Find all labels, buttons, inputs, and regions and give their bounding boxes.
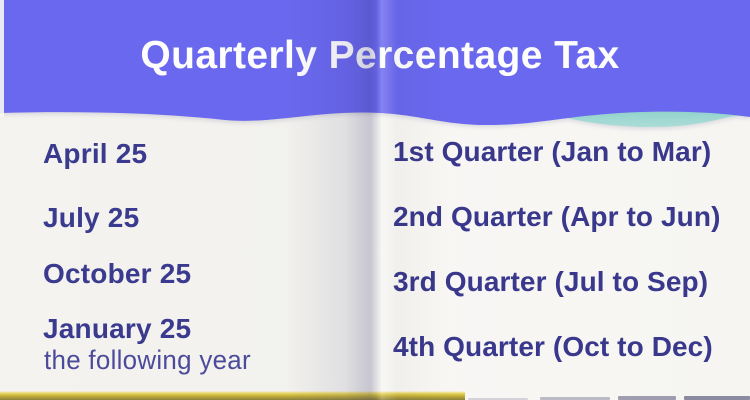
deadline-october: October 25 <box>43 258 192 289</box>
deadline-july: July 25 <box>43 202 140 233</box>
deadline-april: April 25 <box>43 138 148 169</box>
header-wave-banner <box>0 0 750 128</box>
quarter-3rd: 3rd Quarter (Jul to Sep) <box>393 266 709 297</box>
quarter-2nd: 2nd Quarter (Apr to Jun) <box>393 201 721 232</box>
cutoff-next-section-mark <box>684 396 750 400</box>
cutoff-next-section-mark <box>540 397 610 400</box>
cutoff-next-section-mark <box>468 398 528 400</box>
gold-trim-strip <box>0 391 465 400</box>
deadline-january-note: the following year <box>44 345 251 375</box>
purple-header-shape <box>0 0 750 126</box>
cutoff-next-section-mark <box>618 396 676 400</box>
deadline-january: January 25 <box>43 313 192 344</box>
page-title: Quarterly Percentage Tax <box>140 34 620 77</box>
quarter-1st: 1st Quarter (Jan to Mar) <box>393 136 712 167</box>
quarter-4th: 4th Quarter (Oct to Dec) <box>393 331 713 362</box>
page-edge-highlight <box>0 0 4 117</box>
